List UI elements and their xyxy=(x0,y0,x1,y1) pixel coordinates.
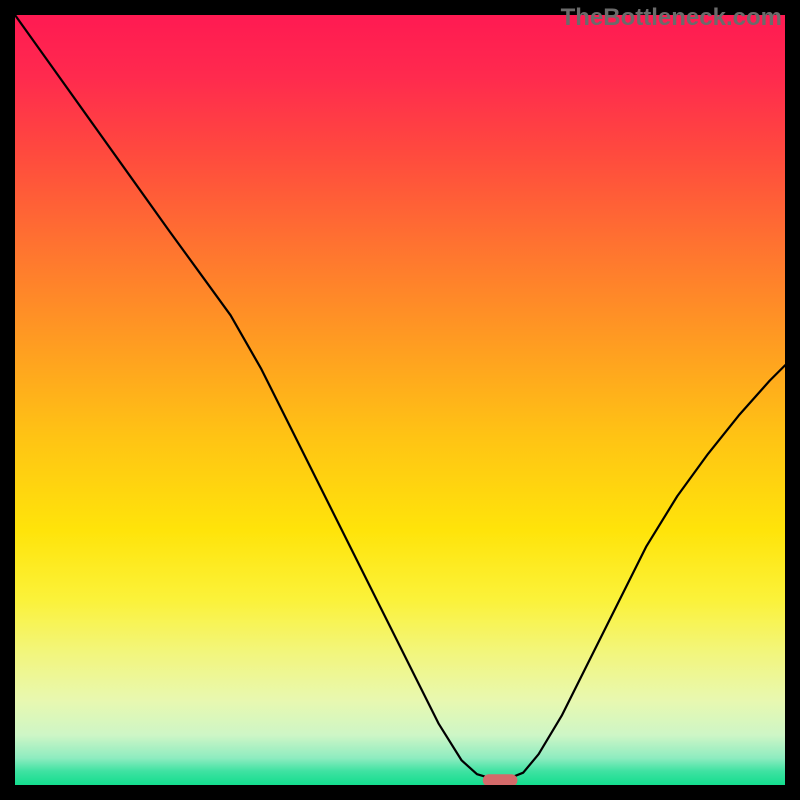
watermark-text: TheBottleneck.com xyxy=(561,4,782,32)
plot-area xyxy=(15,15,785,785)
gradient-background xyxy=(15,15,785,785)
chart-svg xyxy=(15,15,785,785)
optimal-marker xyxy=(483,774,518,785)
